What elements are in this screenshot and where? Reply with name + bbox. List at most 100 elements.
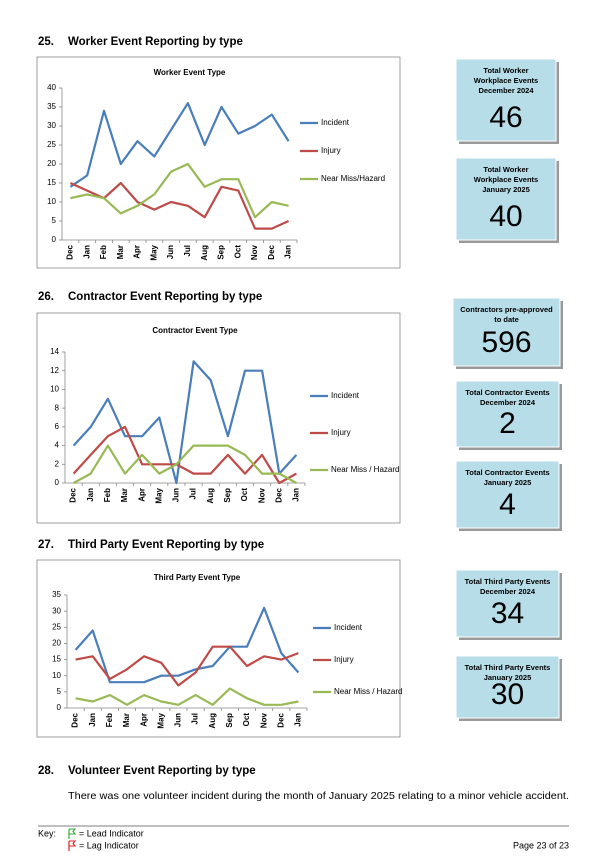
series-line (72, 425, 297, 485)
y-tick-label: 4 (55, 441, 60, 450)
x-tick-label: Sep (217, 245, 226, 260)
y-tick-label: 5 (52, 216, 57, 225)
lead-flag-icon (68, 828, 77, 839)
x-tick-label: Jun (166, 245, 175, 259)
lag-flag-icon (68, 840, 77, 851)
stat-box-title: Total Contractor Events (465, 388, 549, 397)
x-tick-label: Jan (292, 488, 301, 502)
stat-box-value: 30 (491, 678, 524, 711)
x-tick-label: Feb (105, 713, 114, 727)
y-tick-label: 10 (50, 385, 59, 394)
x-tick-label: Jan (82, 245, 91, 259)
stat-box-title: December 2024 (478, 86, 534, 95)
x-tick-label: Jul (183, 245, 192, 257)
y-tick-label: 20 (52, 639, 61, 648)
x-tick-label: Mar (116, 245, 125, 259)
x-tick-label: Sep (225, 713, 234, 728)
section-number: 27. (38, 539, 54, 551)
x-tick-label: Nov (250, 244, 259, 260)
page-number: Page 23 of 23 (513, 840, 569, 850)
stat-box-title: Total Worker (483, 66, 528, 75)
section-number: 26. (38, 291, 54, 303)
x-tick-label: Oct (233, 245, 242, 259)
x-tick-label: May (154, 487, 163, 503)
stat-box (455, 380, 560, 448)
x-tick-label: Jan (294, 713, 303, 727)
y-tick-label: 0 (57, 703, 62, 712)
paragraph: There was one volunteer incident during … (68, 790, 569, 802)
legend-label: Injury (334, 655, 354, 664)
section-heading: Third Party Event Reporting by type (68, 539, 264, 551)
section-heading: Volunteer Event Reporting by type (68, 765, 256, 777)
series-line (75, 687, 299, 706)
x-tick-label: Oct (242, 713, 251, 727)
stat-box-title: Contractors pre-approved (460, 305, 553, 314)
y-tick-label: 6 (55, 422, 60, 431)
stat-box-title: to date (494, 315, 519, 324)
x-tick-label: Apr (133, 245, 142, 259)
series-line (74, 606, 300, 684)
section-number: 25. (38, 36, 54, 48)
x-tick-label: Dec (267, 244, 276, 259)
x-tick-label: Dec (69, 487, 78, 502)
x-tick-label: Dec (66, 244, 75, 259)
key-item: = Lead Indicator (79, 828, 144, 838)
x-tick-label: Jun (172, 488, 181, 502)
legend-label: Incident (321, 118, 350, 127)
legend-label: Near Miss/Hazard (321, 174, 385, 183)
y-tick-label: 20 (47, 159, 56, 168)
x-tick-label: Jul (191, 713, 200, 725)
x-tick-label: May (149, 244, 158, 260)
y-tick-label: 0 (52, 235, 57, 244)
y-tick-label: 10 (47, 197, 56, 206)
y-tick-label: 14 (50, 347, 59, 356)
y-tick-label: 2 (55, 459, 60, 468)
x-tick-label: Dec (71, 712, 80, 727)
stat-box-value: 596 (481, 326, 531, 359)
y-tick-label: 10 (52, 671, 61, 680)
series-line (73, 444, 297, 484)
legend-label: Injury (321, 146, 341, 155)
stat-box-value: 4 (499, 488, 516, 521)
x-tick-label: May (156, 712, 165, 728)
section-heading: Worker Event Reporting by type (68, 36, 243, 48)
stat-box-title: Total Worker (483, 165, 528, 174)
stat-box-title: January 2025 (482, 185, 530, 194)
x-tick-label: Apr (139, 713, 148, 727)
stat-box-value: 2 (499, 407, 516, 440)
y-tick-label: 30 (47, 121, 56, 130)
legend-label: Near Miss / Hazard (334, 687, 402, 696)
stat-box (452, 297, 561, 367)
series-line (70, 162, 289, 219)
chart-title: Worker Event Type (154, 68, 226, 77)
chart-frame (36, 559, 401, 738)
key-item: = Lag Indicator (79, 840, 139, 850)
x-tick-label: Aug (200, 245, 209, 261)
stat-box-title: Workplace Events (474, 175, 538, 184)
y-tick-label: 35 (52, 590, 61, 599)
stat-box-title: Workplace Events (474, 76, 538, 85)
x-tick-label: Nov (259, 712, 268, 728)
x-tick-label: Jun (174, 713, 183, 727)
y-tick-label: 25 (47, 140, 56, 149)
x-tick-label: Jan (86, 488, 95, 502)
x-tick-label: Aug (206, 488, 215, 504)
series-line (75, 645, 299, 687)
x-tick-label: Aug (208, 713, 217, 729)
section-number: 28. (38, 765, 54, 777)
chart-title: Contractor Event Type (152, 326, 238, 335)
y-tick-label: 15 (47, 178, 56, 187)
x-tick-label: Dec (274, 487, 283, 502)
x-tick-label: Jan (88, 713, 97, 727)
stat-box-value: 40 (489, 200, 522, 233)
stat-box (455, 157, 557, 241)
x-tick-label: Nov (257, 487, 266, 503)
y-tick-label: 0 (55, 478, 60, 487)
stat-box-title: January 2025 (484, 478, 532, 487)
legend-label: Incident (331, 391, 360, 400)
stat-box-value: 34 (491, 597, 524, 630)
section-heading: Contractor Event Reporting by type (68, 291, 262, 303)
y-tick-label: 25 (52, 622, 61, 631)
y-tick-label: 5 (57, 687, 62, 696)
y-tick-label: 15 (52, 655, 61, 664)
